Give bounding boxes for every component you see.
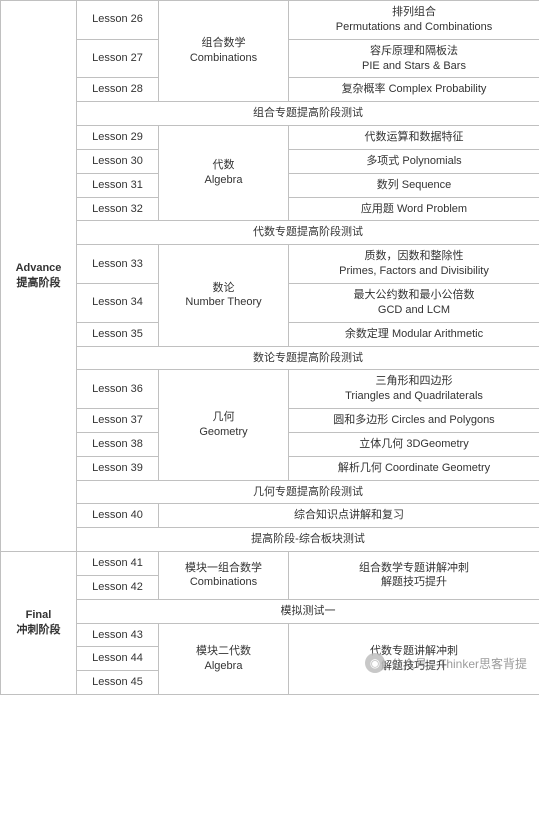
topic-cell: 质数，因数和整除性Primes, Factors and Divisibilit… [289,245,539,284]
watermark: ◉ 公众号：Thinker思客背提 [365,653,527,673]
category-cell: 组合数学Combinations [159,1,289,102]
lesson-cell: Lesson 41 [77,552,159,576]
section-banner: 模拟测试一 [77,599,539,623]
lesson-cell: Lesson 27 [77,39,159,78]
topic-cell: 余数定理 Modular Arithmetic [289,322,539,346]
section-banner: 数论专题提高阶段测试 [77,346,539,370]
topic-cell: 最大公约数和最小公倍数GCD and LCM [289,283,539,322]
topic-cell: 圆和多边形 Circles and Polygons [289,409,539,433]
lesson-cell: Lesson 30 [77,149,159,173]
category-cell: 模块二代数Algebra [159,623,289,695]
topic-cell: 三角形和四边形Triangles and Quadrilaterals [289,370,539,409]
section-banner: 组合专题提高阶段测试 [77,102,539,126]
stage-label: Advance提高阶段 [1,1,77,552]
lesson-cell: Lesson 28 [77,78,159,102]
section-banner: 提高阶段-综合板块测试 [77,528,539,552]
lesson-cell: Lesson 38 [77,432,159,456]
topic-cell: 应用题 Word Problem [289,197,539,221]
stage-label: Final冲刺阶段 [1,552,77,695]
category-cell: 几何Geometry [159,370,289,480]
lesson-cell: Lesson 42 [77,575,159,599]
topic-cell: 组合数学专题讲解冲刺解题技巧提升 [289,552,539,600]
topic-cell: 多项式 Polynomials [289,149,539,173]
lesson-cell: Lesson 26 [77,1,159,40]
lesson-cell: Lesson 31 [77,173,159,197]
topic-cell: 容斥原理和隔板法PIE and Stars & Bars [289,39,539,78]
lesson-cell: Lesson 44 [77,647,159,671]
lesson-cell: Lesson 36 [77,370,159,409]
topic-cell: 解析几何 Coordinate Geometry [289,456,539,480]
topic-cell: 数列 Sequence [289,173,539,197]
category-cell: 模块一组合数学Combinations [159,552,289,600]
section-banner: 几何专题提高阶段测试 [77,480,539,504]
watermark-text: 公众号：Thinker思客背提 [391,655,527,672]
lesson-cell: Lesson 32 [77,197,159,221]
wechat-icon: ◉ [365,653,385,673]
lesson-cell: Lesson 39 [77,456,159,480]
topic-cell: 综合知识点讲解和复习 [159,504,539,528]
lesson-cell: Lesson 43 [77,623,159,647]
category-cell: 代数Algebra [159,126,289,221]
lesson-cell: Lesson 29 [77,126,159,150]
lesson-cell: Lesson 35 [77,322,159,346]
topic-cell: 代数运算和数据特征 [289,126,539,150]
category-cell: 数论Number Theory [159,245,289,346]
lesson-cell: Lesson 45 [77,671,159,695]
lesson-cell: Lesson 33 [77,245,159,284]
topic-cell: 复杂概率 Complex Probability [289,78,539,102]
lesson-cell: Lesson 37 [77,409,159,433]
topic-cell: 排列组合Permutations and Combinations [289,1,539,40]
section-banner: 代数专题提高阶段测试 [77,221,539,245]
lesson-cell: Lesson 40 [77,504,159,528]
lesson-cell: Lesson 34 [77,283,159,322]
curriculum-table: Advance提高阶段Lesson 26组合数学Combinations排列组合… [0,0,539,695]
topic-cell: 立体几何 3DGeometry [289,432,539,456]
